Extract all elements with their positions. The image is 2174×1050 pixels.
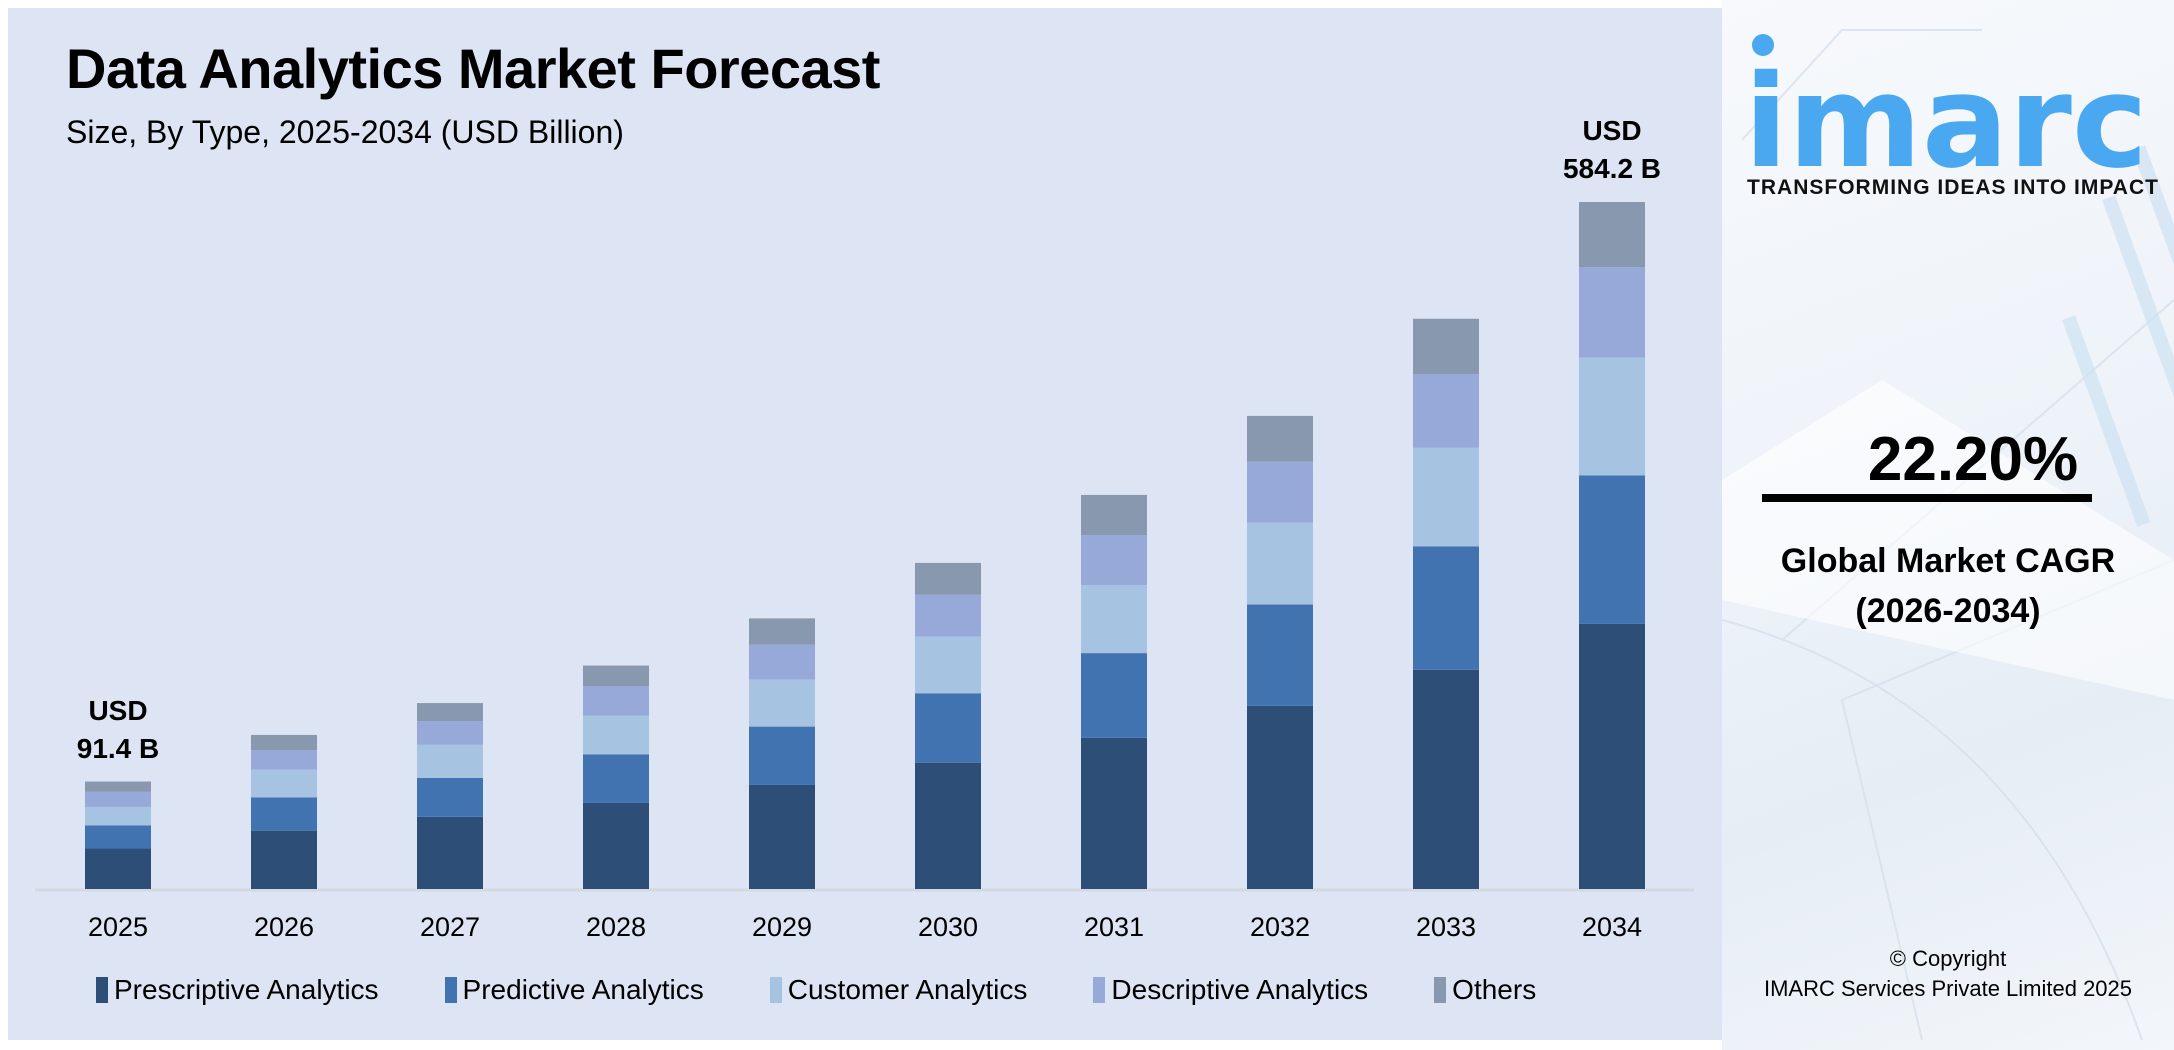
bar-segment-2029-3: [749, 644, 815, 680]
legend-label: Descriptive Analytics: [1111, 974, 1369, 1005]
bar-segment-2028-0: [583, 802, 649, 889]
bar-segment-2025-3: [85, 791, 151, 807]
total-label-value: 91.4 B: [76, 732, 160, 764]
total-label-2034: USD 584.2 B: [1512, 112, 1712, 188]
chart-title: Data Analytics Market Forecast: [66, 37, 880, 100]
legend-item: Customer Analytics: [769, 974, 1028, 1006]
copyright: © Copyright IMARC Services Private Limit…: [1722, 944, 2174, 1004]
bar-segment-2031-1: [1081, 653, 1147, 738]
cagr-value: 22.20%: [1867, 425, 2079, 494]
bar-segment-2033-4: [1413, 318, 1479, 375]
bar-segment-2029-2: [749, 679, 815, 727]
side-panel: imarc TRANSFORMING IDEAS INTO IMPACT 22.…: [1722, 0, 2174, 1050]
legend: Prescriptive Analytics Predictive Analyti…: [96, 974, 1602, 1006]
bar-segment-2026-2: [251, 769, 317, 798]
bar-segment-2030-2: [915, 636, 981, 694]
bar-segment-2028-2: [583, 715, 649, 755]
bar-segment-2032-2: [1247, 522, 1313, 605]
legend-item: Predictive Analytics: [444, 974, 704, 1006]
bar-segment-2032-3: [1247, 461, 1313, 523]
background-decoration: [1722, 29, 2174, 1041]
x-tick-label: 2025: [88, 912, 148, 942]
bar-segment-2030-3: [915, 594, 981, 637]
bar-segment-2026-4: [251, 734, 317, 751]
chart-subtitle: Size, By Type, 2025-2034 (USD Billion): [66, 114, 624, 150]
bar-segment-2028-3: [583, 686, 649, 716]
bar-segment-2031-4: [1081, 494, 1147, 536]
stacked-bar-chart: 2025 2026 2027 2028 2029 2030 2031 2032 2033 2034: [35, 202, 1694, 942]
bar-segment-2027-4: [417, 703, 483, 722]
bar-segment-2029-0: [749, 784, 815, 889]
legend-swatch: [1434, 977, 1447, 1003]
x-tick-label: 2030: [918, 912, 978, 942]
bar-segment-2028-1: [583, 754, 649, 803]
legend-label: Customer Analytics: [787, 974, 1028, 1005]
bar-segment-2034-0: [1579, 623, 1645, 889]
bar-segment-2032-0: [1247, 705, 1313, 889]
bar-segment-2027-2: [417, 744, 483, 778]
total-label-2025: USD 91.4 B: [18, 692, 218, 768]
bar-segment-2025-4: [85, 781, 151, 792]
bar-segment-2031-2: [1081, 585, 1147, 654]
cagr-label-text: Global Market CAGR: [1780, 542, 2116, 580]
legend-label: Predictive Analytics: [462, 974, 704, 1005]
bar-segment-2029-1: [749, 726, 815, 785]
bar-segment-2027-0: [417, 816, 483, 889]
bar-segment-2026-1: [251, 797, 317, 831]
legend-item: Prescriptive Analytics: [96, 974, 379, 1006]
cagr-divider: [1762, 494, 2092, 502]
x-tick-label: 2033: [1416, 912, 1476, 942]
x-tick-label: 2027: [420, 912, 480, 942]
legend-label: Others: [1452, 974, 1537, 1005]
bar-segment-2033-1: [1413, 546, 1479, 670]
bar-segment-2027-1: [417, 777, 483, 817]
cagr-period: (2026-2034): [1855, 592, 2041, 630]
legend-label: Prescriptive Analytics: [114, 974, 379, 1005]
cagr-label: Global Market CAGR (2026-2034): [1722, 536, 2174, 636]
bar-segment-2034-2: [1579, 357, 1645, 476]
legend-swatch: [1093, 977, 1106, 1003]
bar-segment-2032-4: [1247, 415, 1313, 462]
x-tick-label: 2029: [752, 912, 812, 942]
bar-segment-2028-4: [583, 665, 649, 687]
bar-segment-2031-0: [1081, 737, 1147, 889]
bar-segment-2034-4: [1579, 202, 1645, 268]
bar-segment-2025-0: [85, 848, 151, 889]
bar-segment-2034-1: [1579, 475, 1645, 624]
bar-segment-2026-3: [251, 750, 317, 770]
bar-segment-2033-3: [1413, 374, 1479, 448]
legend-swatch: [769, 977, 782, 1003]
x-tick-label: 2034: [1582, 912, 1642, 942]
bar-segment-2027-3: [417, 721, 483, 745]
x-tick-label: 2032: [1250, 912, 1310, 942]
legend-item: Descriptive Analytics: [1093, 974, 1368, 1006]
bar-segment-2033-0: [1413, 669, 1479, 889]
bar-segment-2030-4: [915, 562, 981, 595]
svg-text:imarc: imarc: [1744, 48, 2148, 178]
bar-segment-2031-3: [1081, 535, 1147, 586]
total-label-value: 584.2 B: [1562, 153, 1662, 184]
total-label-currency: USD: [88, 694, 148, 726]
bar-segment-2029-4: [749, 618, 815, 645]
bar-segment-2034-3: [1579, 267, 1645, 358]
legend-item: Others: [1434, 974, 1536, 1006]
x-tick-label: 2031: [1084, 912, 1144, 942]
bar-segment-2030-0: [915, 762, 981, 889]
legend-swatch: [444, 977, 457, 1003]
logo-tagline: TRANSFORMING IDEAS INTO IMPACT: [1747, 176, 2159, 199]
bar-segment-2032-1: [1247, 604, 1313, 706]
imarc-logo: imarc: [1744, 34, 2148, 178]
bar-segment-2030-1: [915, 693, 981, 763]
x-tick-label: 2026: [254, 912, 314, 942]
legend-swatch: [96, 977, 108, 1003]
copyright-line-2: IMARC Services Private Limited 2025: [1763, 976, 2133, 1001]
x-tick-label: 2028: [586, 912, 646, 942]
bar-segment-2025-1: [85, 825, 151, 849]
copyright-line-1: © Copyright: [1889, 946, 2007, 971]
bar-segment-2033-2: [1413, 447, 1479, 547]
bar-segment-2025-2: [85, 806, 151, 826]
total-label-currency: USD: [1582, 115, 1642, 146]
bar-segment-2026-0: [251, 830, 317, 889]
